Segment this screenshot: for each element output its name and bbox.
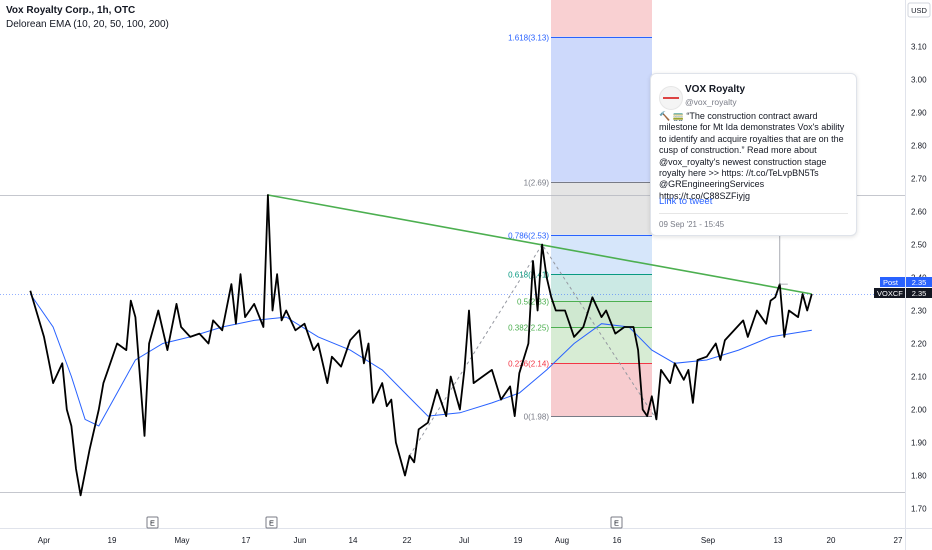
y-tick-label: 1.80 (911, 472, 927, 481)
badge-value-bg (906, 277, 932, 287)
y-tick-label: 2.80 (911, 142, 927, 151)
x-tick-label: Apr (38, 536, 51, 545)
fib-zone (551, 300, 652, 327)
earnings-letter: E (150, 519, 155, 528)
link-to-tweet[interactable]: Link to tweet (659, 196, 713, 207)
y-tick-label: 2.70 (911, 175, 927, 184)
badge-label: Post (883, 278, 899, 287)
fib-zone-top (551, 0, 652, 37)
currency-label: USD (907, 2, 931, 18)
badge-label-bg (874, 288, 905, 298)
badge-label-bg (880, 277, 905, 287)
fib-level-label: 0.786(2.53) (508, 232, 549, 241)
trendline (267, 194, 812, 295)
earnings-box (265, 516, 278, 529)
x-tick-label: 16 (613, 536, 622, 545)
x-tick-label: May (174, 536, 189, 545)
tweet-timestamp: 09 Sep '21 - 15:45 (659, 220, 725, 229)
fib-level-label: 0.618(2.41) (508, 271, 549, 280)
earnings-marker[interactable]: E (265, 516, 278, 529)
y-tick-label: 1.70 (911, 505, 927, 514)
badge-value: 2.35 (912, 289, 927, 298)
fib-level-label: 0.5(2.33) (517, 298, 549, 307)
fib-zone (551, 274, 652, 301)
tweet-connector (779, 234, 788, 285)
x-tick-label: 13 (774, 536, 783, 545)
ema-line (29, 293, 812, 427)
tweet-author-handle: @vox_royalty (685, 97, 737, 107)
fib-zone (551, 363, 652, 417)
badge-label: VOXCF (877, 289, 903, 298)
badge-value: 2.35 (912, 278, 927, 287)
indicator-title[interactable]: Delorean EMA (10, 20, 50, 100, 200) (6, 19, 169, 30)
y-tick-label: 2.50 (911, 241, 927, 250)
x-tick-label: 19 (514, 536, 523, 545)
fib-zone (551, 36, 652, 182)
tweet-avatar (659, 86, 683, 110)
y-tick-label: 2.90 (911, 109, 927, 118)
fib-zone (551, 181, 652, 235)
chart-legend: Vox Royalty Corp., 1h, OTC Delorean EMA … (6, 4, 169, 32)
x-tick-label: 14 (349, 536, 358, 545)
tweet-text: 🔨 🚃 “The construction contract award mil… (659, 111, 845, 201)
earnings-marker[interactable]: E (610, 516, 623, 529)
x-tick-label: Jun (294, 536, 307, 545)
price-badge: Post 2.35 (880, 277, 932, 287)
y-tick-label: 2.00 (911, 406, 927, 415)
x-tick-label: 19 (108, 536, 117, 545)
fib-level-label: 0(1.98) (524, 413, 550, 422)
earnings-box (146, 516, 159, 529)
earnings-box (610, 516, 623, 529)
currency-box (907, 2, 931, 18)
y-tick-label: 3.10 (911, 43, 927, 52)
fib-level-label: 1.618(3.13) (508, 34, 549, 43)
symbol-title[interactable]: Vox Royalty Corp., 1h, OTC (6, 5, 136, 16)
x-tick-label: 22 (403, 536, 412, 545)
y-tick-label: 2.30 (911, 307, 927, 316)
earnings-marker[interactable]: E (146, 516, 159, 529)
x-tick-label: Jul (459, 536, 469, 545)
y-tick-label: 2.10 (911, 373, 927, 382)
x-tick-label: Aug (555, 536, 569, 545)
tweet-card[interactable]: VOX Royalty @vox_royalty 🔨 🚃 “The constr… (650, 73, 857, 236)
badge-value-bg (906, 288, 932, 298)
x-tick-label: 27 (894, 536, 903, 545)
tweet-divider (659, 213, 848, 214)
x-tick-label: 17 (242, 536, 251, 545)
price-line (29, 194, 813, 497)
fib-level-label: 0.236(2.14) (508, 360, 549, 369)
x-tick-label: 20 (827, 536, 836, 545)
y-tick-label: 3.00 (911, 76, 927, 85)
fib-level-label: 1(2.69) (524, 179, 550, 188)
earnings-letter: E (269, 519, 274, 528)
price-badge: VOXCF 2.35 (874, 288, 932, 298)
fib-zone (551, 234, 652, 275)
y-tick-label: 2.60 (911, 208, 927, 217)
earnings-letter: E (614, 519, 619, 528)
tweet-author-name: VOX Royalty (685, 84, 746, 95)
x-tick-label: Sep (701, 536, 716, 545)
y-tick-label: 2.20 (911, 340, 927, 349)
y-tick-label: 1.90 (911, 439, 927, 448)
currency-text: USD (911, 6, 927, 15)
